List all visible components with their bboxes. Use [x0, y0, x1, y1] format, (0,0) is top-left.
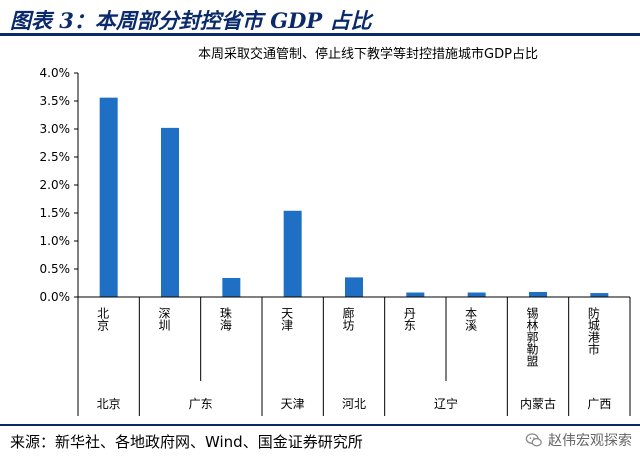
y-tick-label: 4.0% [40, 66, 71, 80]
category-label: 廊坊 [341, 306, 355, 331]
y-tick-label: 3.0% [40, 122, 71, 136]
figure-title: 图表 3：本周部分封控省市 GDP 占比 [10, 8, 372, 33]
y-tick-label: 2.0% [40, 178, 71, 192]
bar [406, 292, 425, 297]
category-label: 珠海 [218, 307, 232, 331]
province-label: 河北 [342, 397, 366, 411]
footer-divider [0, 424, 640, 426]
bar [222, 277, 241, 297]
bar [345, 277, 363, 297]
bar [99, 97, 118, 297]
y-tick-label: 1.0% [40, 234, 71, 248]
watermark: 赵伟宏观探索 [525, 430, 632, 450]
bar-chart: 本周采取交通管制、停止线下教学等封控措施城市GDP占比 4.0% 3.5% 3.0%… [40, 46, 631, 416]
province-label: 广东 [189, 397, 213, 411]
watermark-text: 赵伟宏观探索 [548, 433, 632, 449]
y-tick-label: 1.5% [40, 206, 71, 220]
province-label: 广西 [587, 397, 611, 411]
bar [529, 291, 547, 297]
category-label: 本溪 [464, 307, 478, 331]
bar [283, 210, 302, 297]
province-label: 天津 [281, 397, 305, 411]
y-tick-label: 0.0% [40, 290, 71, 304]
province-label: 辽宁 [434, 396, 458, 411]
figure-header: 图表 3：本周部分封控省市 GDP 占比 [0, 0, 640, 36]
chart-area: 本周采取交通管制、停止线下教学等封控措施城市GDP占比 4.0% 3.5% 3.0%… [0, 36, 640, 422]
bar [161, 127, 179, 297]
figure-footer: 来源：新华社、各地政府网、Wind、国金证券研究所 赵伟宏观探索 [0, 424, 640, 456]
category-label: 天津 [280, 307, 294, 331]
category-label: 丹东 [402, 307, 416, 331]
header-divider [0, 33, 640, 36]
province-label: 内蒙古 [520, 396, 556, 411]
category-label: 深圳 [157, 307, 171, 331]
bar [590, 293, 609, 297]
category-label: 防城港市 [586, 306, 600, 355]
chart-title: 本周采取交通管制、停止线下教学等封控措施城市GDP占比 [198, 46, 538, 62]
source-note: 来源：新华社、各地政府网、Wind、国金证券研究所 [10, 433, 363, 451]
bar-series [99, 97, 609, 297]
y-axis: 4.0% 3.5% 3.0% 2.5% 2.0% 1.5% 1.0% 0.5% 0.0% [40, 66, 79, 304]
wechat-icon [525, 433, 542, 447]
y-tick-label: 2.5% [40, 150, 71, 164]
bar [467, 292, 486, 297]
category-label: 北京 [96, 307, 110, 332]
y-tick-label: 0.5% [40, 262, 71, 276]
province-label: 北京 [97, 397, 121, 411]
category-label: 锡林郭勒盟 [525, 306, 539, 367]
y-tick-label: 3.5% [40, 94, 71, 108]
